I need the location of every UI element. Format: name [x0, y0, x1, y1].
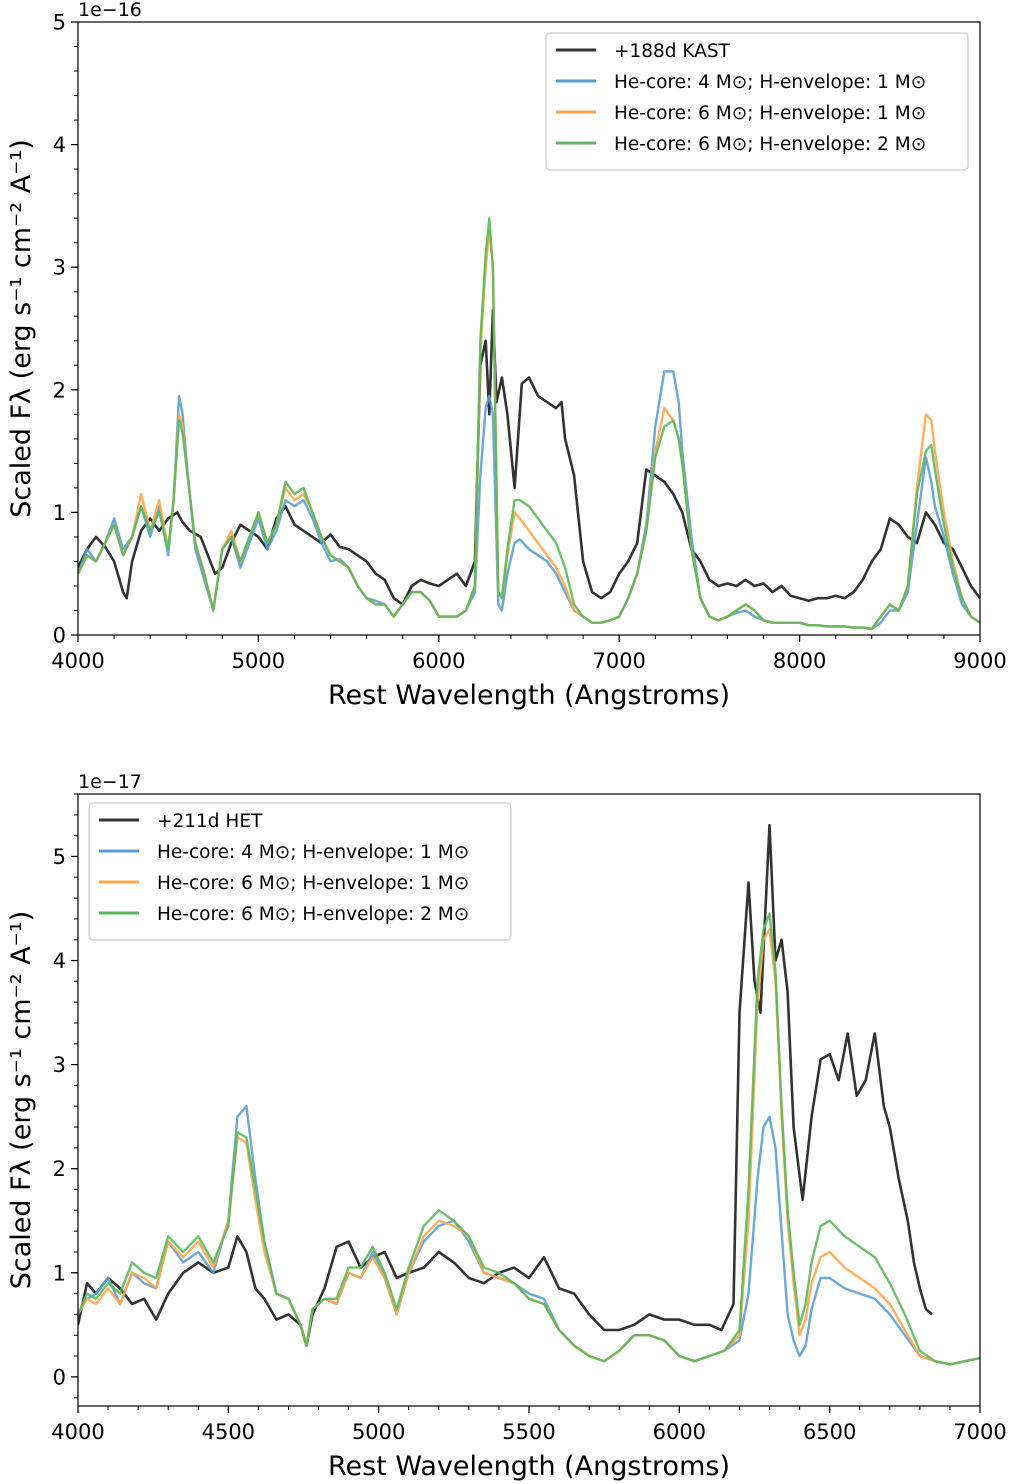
x-tick-label: 6500: [803, 1420, 856, 1444]
y-tick-label: 4: [53, 949, 66, 973]
panel-top-spectrum: 4000 5000 6000 7000 8000 9000 0 1 2 3 4 5 1e−16 Rest …: [6, 0, 1007, 711]
y-tick-label: 5: [53, 11, 66, 35]
series-lines: [78, 823, 980, 1366]
x-axis-label: Rest Wavelength (Angstroms): [328, 1451, 730, 1482]
y-axis-label: Scaled Fλ (erg s⁻¹ cm⁻² A⁻¹): [6, 139, 37, 518]
y-multiplier: 1e−16: [78, 0, 142, 21]
y-tick-label: 1: [53, 1261, 66, 1285]
y-tick-label: 0: [53, 1365, 66, 1389]
legend-label: He-core: 4 M⊙; H-envelope: 1 M⊙: [614, 72, 926, 93]
x-tick-label: 5000: [232, 649, 285, 673]
x-tick-label: 6000: [412, 649, 465, 673]
x-tick-label: 7000: [953, 1420, 1006, 1444]
x-tick-label: 4000: [51, 1420, 104, 1444]
legend-box: [88, 802, 512, 941]
panel-bottom-spectrum: 4000 4500 5000 5500 6000 6500 7000 0 1 2 3 4 5 1e−17 R…: [6, 771, 1007, 1482]
y-axis-label: Scaled Fλ (erg s⁻¹ cm⁻² A⁻¹): [6, 911, 37, 1290]
legend-label: He-core: 4 M⊙; H-envelope: 1 M⊙: [157, 842, 469, 863]
y-tick-label: 0: [53, 624, 66, 648]
x-tick-label: 7000: [592, 649, 645, 673]
y-tick-label: 3: [53, 1053, 66, 1077]
x-tick-label: 5500: [502, 1420, 555, 1444]
legend-label: He-core: 6 M⊙; H-envelope: 2 M⊙: [157, 904, 469, 925]
x-tick-label: 8000: [773, 649, 826, 673]
legend-box: [545, 32, 969, 171]
series-line-0: [78, 308, 980, 606]
legend-label: +188d KAST: [614, 41, 731, 62]
legend: +188d KAST He-core: 4 M⊙; H-envelope: 1 M…: [545, 32, 969, 171]
series-line-3: [78, 217, 980, 631]
legend-label: He-core: 6 M⊙; H-envelope: 1 M⊙: [157, 873, 469, 894]
legend: +211d HET He-core: 4 M⊙; H-envelope: 1 M⊙…: [88, 802, 512, 941]
legend-label: He-core: 6 M⊙; H-envelope: 1 M⊙: [614, 103, 926, 124]
series-line-3: [78, 912, 980, 1366]
series-lines: [78, 217, 980, 631]
x-tick-label: 4000: [51, 649, 104, 673]
legend-label: +211d HET: [157, 811, 263, 832]
x-tick-label: 4500: [202, 1420, 255, 1444]
y-tick-label: 5: [53, 845, 66, 869]
y-tick-label: 2: [53, 378, 66, 402]
y-tick-label: 4: [53, 133, 66, 157]
x-axis-label: Rest Wavelength (Angstroms): [328, 680, 730, 711]
x-tick-label: 9000: [953, 649, 1006, 673]
y-tick-label: 3: [53, 256, 66, 280]
x-tick-label: 5000: [352, 1420, 405, 1444]
x-tick-label: 6000: [653, 1420, 706, 1444]
legend-label: He-core: 6 M⊙; H-envelope: 2 M⊙: [614, 134, 926, 155]
y-tick-label: 2: [53, 1157, 66, 1181]
y-multiplier: 1e−17: [78, 771, 142, 793]
series-line-0: [78, 823, 933, 1347]
y-tick-label: 1: [53, 501, 66, 525]
axes-frame: [77, 21, 981, 636]
